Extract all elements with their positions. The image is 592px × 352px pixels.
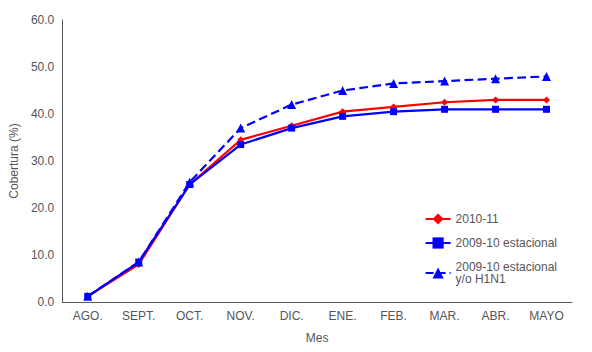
svg-text:MAYO: MAYO bbox=[529, 309, 563, 323]
svg-text:NOV.: NOV. bbox=[227, 309, 255, 323]
svg-text:0.0: 0.0 bbox=[38, 295, 55, 309]
svg-text:Mes: Mes bbox=[306, 331, 329, 345]
svg-text:y/o H1N1: y/o H1N1 bbox=[456, 272, 506, 286]
svg-text:AGO.: AGO. bbox=[73, 309, 103, 323]
svg-text:FEB.: FEB. bbox=[380, 309, 407, 323]
svg-text:Cobertura (%): Cobertura (%) bbox=[7, 123, 21, 198]
svg-text:50.0: 50.0 bbox=[31, 60, 55, 74]
svg-text:60.0: 60.0 bbox=[31, 13, 55, 27]
svg-text:SEPT.: SEPT. bbox=[122, 309, 155, 323]
svg-text:MAR.: MAR. bbox=[430, 309, 460, 323]
svg-text:OCT.: OCT. bbox=[176, 309, 203, 323]
svg-text:ENE.: ENE. bbox=[329, 309, 357, 323]
svg-text:20.0: 20.0 bbox=[31, 201, 55, 215]
svg-text:10.0: 10.0 bbox=[31, 248, 55, 262]
svg-text:2009-10 estacional: 2009-10 estacional bbox=[456, 236, 557, 250]
svg-text:DIC.: DIC. bbox=[280, 309, 304, 323]
svg-text:30.0: 30.0 bbox=[31, 154, 55, 168]
svg-text:ABR.: ABR. bbox=[482, 309, 510, 323]
svg-text:40.0: 40.0 bbox=[31, 107, 55, 121]
svg-text:2009-10 estacional: 2009-10 estacional bbox=[455, 260, 557, 274]
svg-text:2010-11: 2010-11 bbox=[456, 212, 499, 226]
